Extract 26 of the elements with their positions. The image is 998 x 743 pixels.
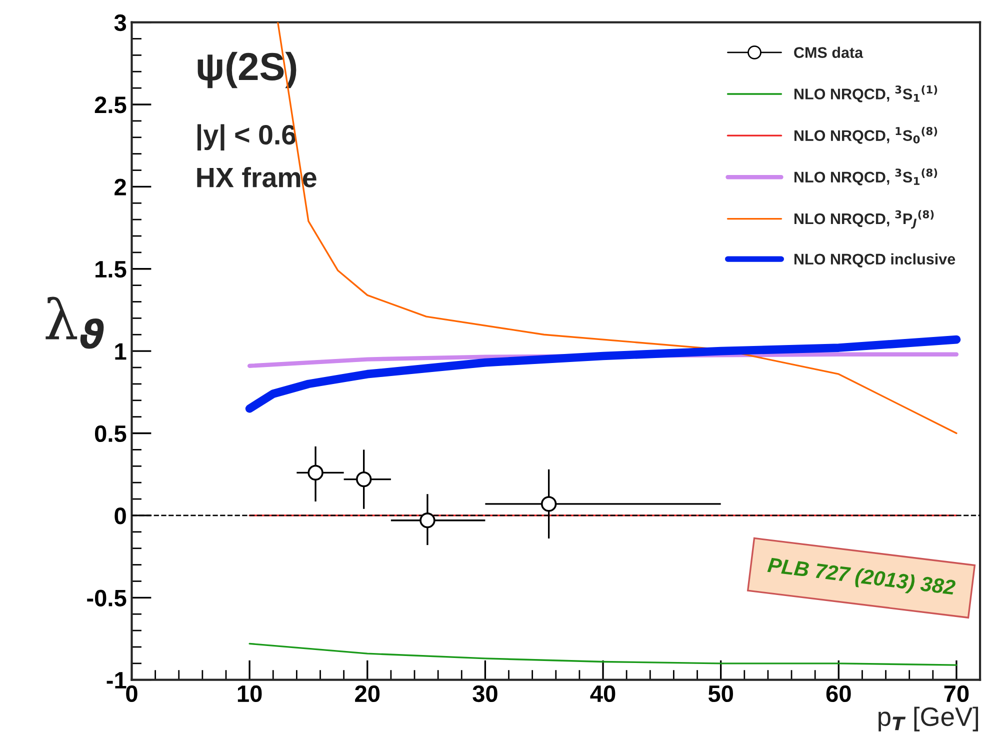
y-tick-label: 0 [114, 508, 126, 524]
y-tick-label: -1 [106, 672, 126, 688]
y-tick-label: 1 [115, 343, 126, 360]
x-tick-label: 10 [238, 685, 262, 702]
y-axis-title: λ$_{ϑ}$ [46, 296, 104, 349]
y-tick-label: 0.5 [94, 425, 126, 442]
x-tick-label: 0 [126, 685, 138, 702]
x-tick-label: 40 [590, 685, 616, 702]
legend-label: NLO NRQCD inclusive [794, 253, 956, 268]
legend-label: NLO NRQCD, $^{1}$S$_{0}$$^{(8)}$ [794, 126, 938, 144]
x-tick-label: 30 [472, 685, 498, 702]
annotation: PLB 727 (2013) 382 [766, 556, 956, 600]
y-tick-label: 2 [114, 178, 126, 196]
legend-label: NLO NRQCD, $^{3}$S$_{1}$$^{(8)}$ [794, 168, 938, 186]
x-tick-label: 60 [826, 685, 851, 702]
y-tick-label: 2.5 [94, 96, 126, 114]
x-tick-label: 20 [355, 685, 380, 702]
y-tick-label: -0.5 [87, 590, 126, 606]
legend-label: NLO NRQCD, $^{3}$S$_{1}$$^{(1)}$ [794, 85, 938, 102]
x-axis-title: p$_{T}$ [GeV] [878, 706, 978, 732]
legend-label: CMS data [794, 46, 864, 58]
y-tick-label: 1.5 [96, 261, 126, 278]
legend-label: NLO NRQCD, $^{3}$P$_{J}$$^{(8)}$ [794, 210, 934, 229]
x-tick-label: 70 [944, 685, 969, 702]
y-tick-label: 3 [114, 14, 126, 32]
x-tick-label: 50 [708, 685, 733, 702]
